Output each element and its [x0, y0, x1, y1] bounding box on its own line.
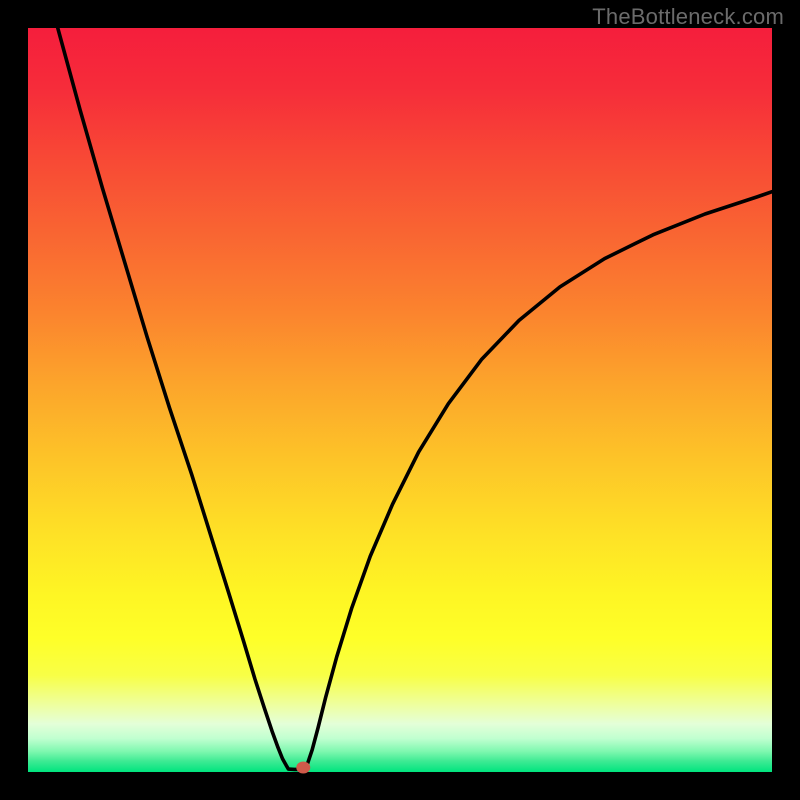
chart-container: TheBottleneck.com: [0, 0, 800, 800]
plot-svg: [0, 0, 800, 800]
watermark-text: TheBottleneck.com: [592, 4, 784, 30]
optimal-point-marker: [296, 762, 310, 774]
bottleneck-curve: [58, 28, 772, 769]
